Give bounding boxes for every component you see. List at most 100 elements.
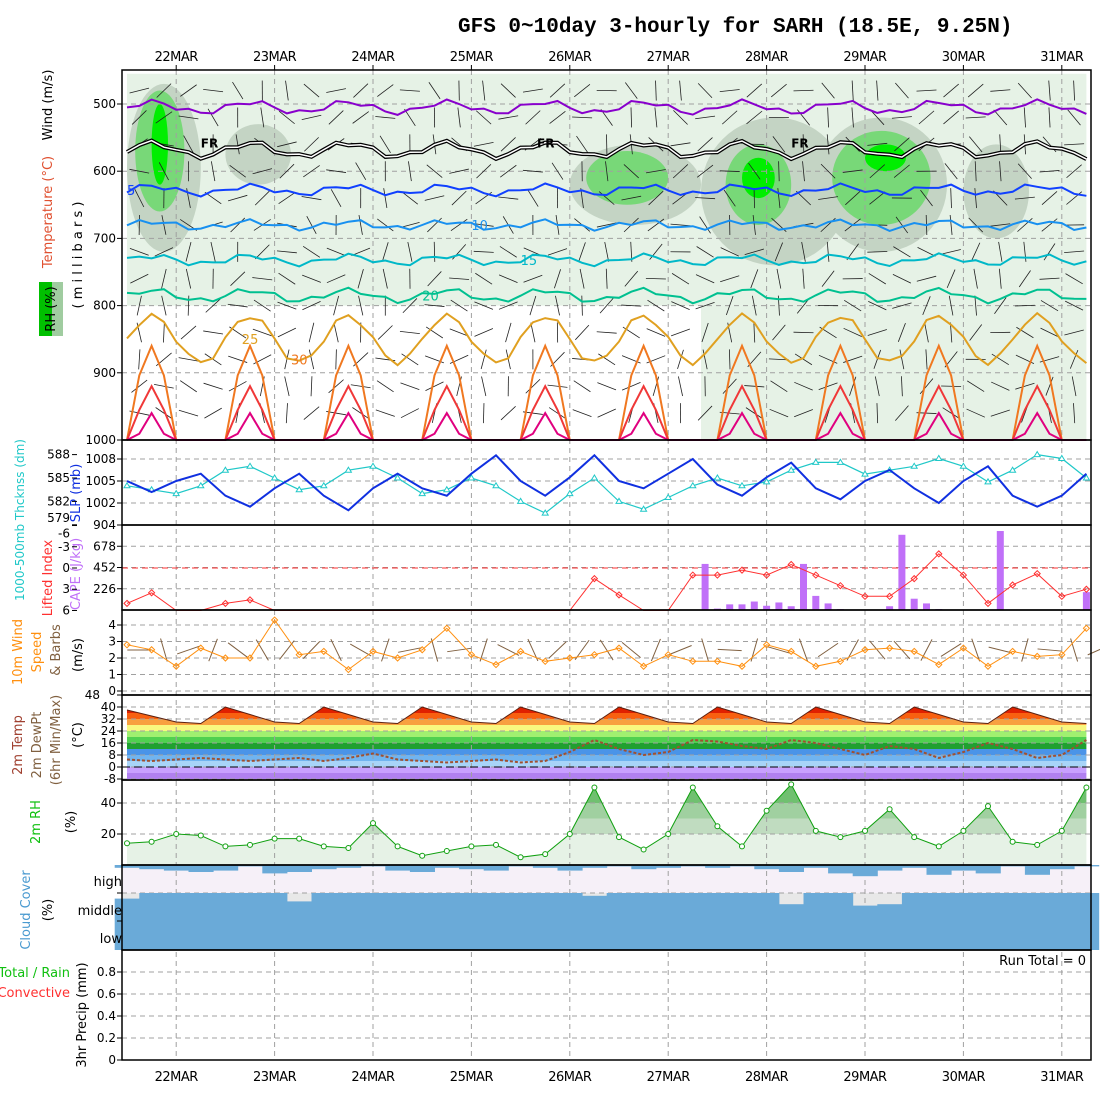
wind-speed-point	[418, 646, 426, 654]
temp-band	[122, 695, 1091, 707]
thickness-point	[319, 481, 328, 489]
day-label-bottom: 30MAR	[942, 1070, 986, 1085]
thickness-point	[344, 466, 353, 473]
rh-point	[247, 841, 253, 848]
wind-barb	[328, 110, 344, 125]
wind-barb	[990, 409, 1010, 417]
wind-barb	[326, 274, 346, 284]
wind-speed-point	[393, 654, 402, 662]
wind-barb	[572, 116, 593, 119]
wind-barb	[522, 88, 543, 93]
wind-barb	[772, 136, 786, 153]
cloud-high-bar	[631, 865, 657, 870]
cape-bar	[787, 606, 795, 610]
wind-barb	[924, 322, 929, 343]
wind-barb	[474, 328, 494, 337]
label-cape: CAPE (J/kg)	[69, 538, 84, 610]
wind-barb	[1041, 218, 1058, 232]
rh-point	[960, 827, 967, 834]
rh-point	[616, 834, 622, 841]
wind-barb	[277, 327, 297, 338]
rh-point	[763, 807, 770, 814]
cloud-low-bar	[606, 921, 632, 950]
wind-barb	[974, 295, 977, 316]
rh-point	[542, 851, 549, 858]
wind-barb	[1064, 329, 1084, 336]
label-cloud-unit: (%)	[41, 899, 56, 922]
wind-barb	[404, 108, 416, 127]
li-point	[590, 574, 599, 583]
thickness-point	[590, 474, 599, 481]
wind-barb	[794, 381, 813, 391]
wind-barb	[697, 83, 713, 99]
wind-speed-point	[197, 644, 205, 652]
wind-barb	[778, 161, 780, 182]
wind-barb	[949, 322, 953, 343]
wind-barb	[154, 247, 174, 257]
wind-barb	[893, 164, 910, 178]
pressure-tick-label: 700	[93, 231, 116, 245]
cloud-middle-bar	[508, 893, 534, 921]
thickness-point	[295, 485, 304, 493]
li-point	[689, 571, 697, 579]
label-speed: Speed	[30, 632, 45, 673]
thickness-point	[934, 454, 943, 461]
rh-point	[640, 846, 647, 853]
cloud-high-bar	[828, 865, 854, 874]
wind-barb	[480, 349, 487, 370]
wind-barb	[725, 296, 734, 316]
day-label-top: 22MAR	[155, 50, 199, 65]
wind-barb	[699, 216, 711, 234]
rh-point	[935, 843, 942, 850]
wind-barb	[672, 164, 689, 179]
label-precip-convective: Convective	[0, 986, 70, 1001]
wind-barb	[527, 189, 539, 207]
wind-barb	[353, 83, 369, 98]
precip-tick-label: 0.8	[97, 965, 116, 979]
rh-band	[127, 818, 1087, 834]
wind-barb	[994, 297, 1007, 314]
wind-speed-point	[639, 662, 648, 670]
wind-barb	[235, 134, 240, 155]
label-lifted-index: Lifted Index	[41, 539, 56, 616]
wind-barb	[1041, 191, 1058, 205]
wind-barb	[227, 194, 248, 202]
cloud-low-bar	[951, 921, 977, 950]
wind-barb	[868, 273, 887, 285]
temp-band	[127, 749, 1087, 755]
wind-barb	[969, 324, 983, 341]
wind-barb	[474, 301, 494, 310]
cape-bar	[923, 603, 930, 610]
thickness-point	[1057, 454, 1066, 461]
label-cloud-middle: middle	[78, 904, 122, 919]
wind-barb	[136, 295, 142, 316]
wind-barb	[581, 295, 583, 316]
wind-barb	[326, 88, 346, 93]
wind-barb	[549, 110, 566, 124]
wind-speed-point	[541, 657, 549, 666]
thickness-tick-label: 582	[47, 494, 70, 508]
wind-barb	[473, 223, 494, 227]
wind-barb	[991, 353, 1009, 366]
cloud-low-bar	[631, 921, 657, 950]
day-label-bottom: 24MAR	[351, 1070, 395, 1085]
wind-barb	[770, 380, 788, 393]
thickness-point	[664, 493, 673, 500]
cape-bar	[775, 602, 783, 610]
wind-barb	[500, 406, 516, 421]
wind-barb	[965, 116, 986, 119]
cloud-low-bar	[188, 921, 214, 950]
wind-barb	[894, 137, 910, 152]
wind-barb	[185, 242, 192, 262]
wind-barb	[670, 328, 691, 337]
cloud-middle-bar	[163, 893, 189, 921]
panel-frame	[121, 439, 1092, 526]
pressure-tick-label: 1000	[85, 433, 116, 447]
cloud-middle-bar	[828, 893, 854, 921]
li-point	[762, 571, 771, 579]
isotherm-20	[126, 286, 1087, 305]
wind-barb	[130, 273, 149, 284]
cloud-low-bar	[877, 921, 903, 950]
wind-barb	[277, 301, 297, 310]
